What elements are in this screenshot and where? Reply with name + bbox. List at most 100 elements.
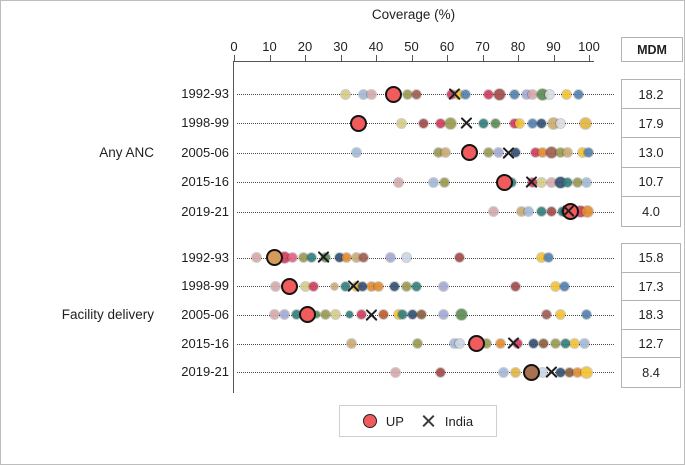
state-dot [309,281,319,291]
state-dot [433,148,443,158]
state-dot [573,89,583,99]
state-dot [579,117,591,129]
state-dot [511,148,521,158]
state-dot [356,310,366,320]
state-dot [393,177,403,187]
x-tick-label: 10 [262,39,277,54]
year-label: 2005-06 [181,306,229,322]
state-dot [269,310,279,320]
row-guide-line [237,94,614,95]
state-dot [398,310,408,320]
row-guide-line [237,372,614,374]
mdm-value: 17.9 [622,109,680,139]
state-dot [496,339,506,349]
legend-up-label: UP [385,413,404,429]
state-dot [514,118,524,128]
row-guide-line [237,257,614,259]
up-marker [385,85,403,103]
group-label-facility-delivery: Facility delivery [61,306,154,322]
state-dot [521,89,531,99]
india-marker [544,365,559,380]
legend: UP India [339,405,497,437]
year-label: 2005-06 [181,144,229,160]
legend-up-circle-icon [362,414,377,428]
mdm-value: 10.7 [622,168,680,197]
india-marker [316,250,331,265]
state-dot [578,148,588,158]
india-marker [524,175,539,190]
state-dot [438,310,448,320]
state-dot [539,339,549,349]
state-dot [579,339,589,349]
state-dot [511,367,521,377]
state-dot [511,281,521,291]
mdm-values-facility: 15.8 17.3 18.3 12.7 8.4 [621,243,681,388]
year-label: 1992-93 [181,249,229,265]
row-guide-line [237,182,614,184]
mdm-value: 18.2 [622,80,680,110]
state-dot [524,207,534,217]
state-dot [531,148,541,158]
x-tick [553,55,555,61]
state-dot [479,118,489,128]
year-label: 1998-99 [181,115,229,131]
x-tick [340,55,342,61]
state-dot [481,339,491,349]
state-dot [547,207,557,217]
state-dot [569,339,579,349]
state-dot [564,367,574,377]
state-dot [288,253,298,262]
india-marker [506,336,521,351]
state-dot [439,177,449,187]
state-dot [359,253,369,262]
state-dot [436,367,446,377]
state-dot [401,281,411,291]
state-dot [367,89,377,99]
state-dot [536,207,546,217]
state-dot [546,177,556,187]
state-dot [561,339,571,349]
mdm-value: 8.4 [642,365,660,381]
state-dot [563,148,573,158]
state-dot [583,148,593,158]
state-dot [385,253,395,262]
state-dot [408,310,418,320]
state-dot [555,176,567,188]
mdm-value: 15.8 [622,244,680,273]
state-dot [374,281,384,291]
state-dot [397,118,407,128]
india-marker [364,307,379,322]
state-dot [454,339,464,349]
state-dot [351,148,361,158]
legend-india-label: India [444,413,474,429]
state-dot [299,253,309,262]
mdm-value: 17.3 [622,273,680,302]
x-tick [447,55,448,61]
state-dot [529,339,539,349]
state-dot [378,310,388,320]
state-dot [461,89,471,99]
row-guide-line [237,211,614,213]
mdm-column-header: MDM [621,37,683,62]
group-label-any-anc: Any ANC [99,144,154,160]
mdm-value: 4.0 [642,203,660,219]
mdm-values-anc: 18.2 17.9 13.0 10.7 4.0 [621,79,681,227]
state-dot [551,281,561,291]
state-dot [341,89,351,99]
y-axis-line [233,61,234,393]
state-dot [359,89,369,99]
state-dot [445,117,457,129]
state-dot [559,281,569,291]
state-dot [538,148,548,158]
x-tick-label: 70 [475,39,490,54]
state-dot [581,366,593,378]
year-label: 2015-16 [181,174,229,190]
x-axis-title: Coverage (%) [371,7,456,22]
row-guide-line [237,152,614,154]
state-dot [536,88,548,100]
state-dot [330,282,338,290]
state-dot [537,118,547,128]
x-tick [234,55,235,61]
state-dot [517,207,527,217]
up-marker [280,277,298,295]
